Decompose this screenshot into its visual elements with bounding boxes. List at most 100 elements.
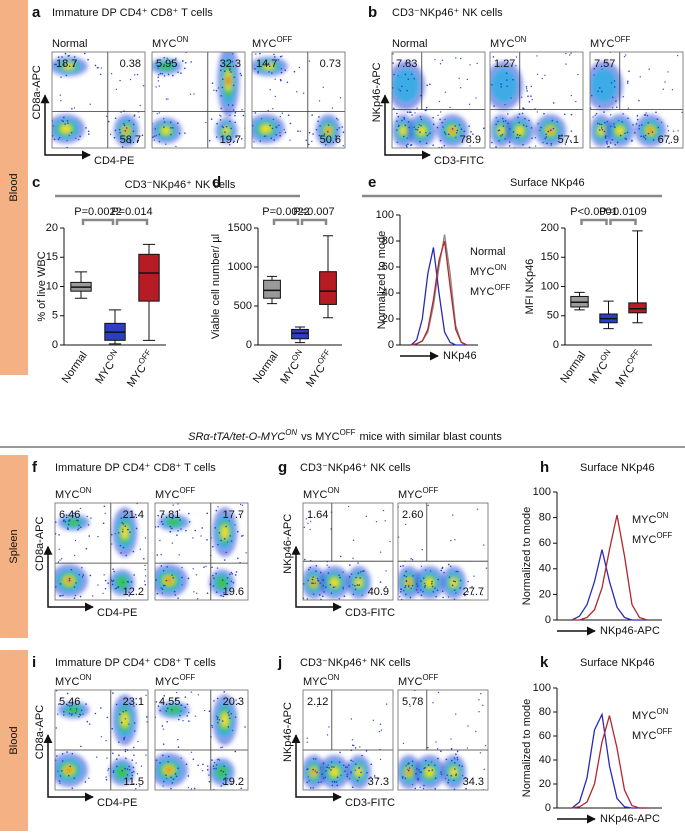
event-dot — [203, 566, 205, 568]
event-dot — [536, 73, 539, 76]
event-dot — [116, 681, 118, 683]
event-dot — [405, 593, 407, 596]
event-dot — [69, 705, 71, 707]
event-dot — [274, 95, 277, 98]
event-dot — [134, 74, 136, 76]
event-dot — [444, 133, 447, 135]
event-dot — [605, 141, 608, 144]
event-dot — [175, 775, 178, 778]
event-dot — [401, 776, 404, 778]
event-dot — [644, 138, 647, 140]
event-dot — [57, 561, 60, 563]
event-dot — [427, 504, 429, 507]
event-dot — [636, 115, 639, 117]
y-tick-label: 0 — [545, 614, 551, 626]
event-dot — [575, 100, 577, 103]
density-blob — [263, 63, 275, 70]
density — [490, 61, 567, 148]
event-dot — [515, 56, 518, 58]
flow-plot — [155, 503, 248, 600]
event-dot — [520, 96, 523, 98]
event-dot — [479, 752, 482, 754]
event-dot — [304, 558, 306, 561]
panel-letter: a — [32, 4, 41, 21]
event-dot — [472, 593, 475, 596]
label-text: MYC — [55, 676, 80, 688]
event-dot — [213, 761, 216, 764]
quadrant-value: 0.73 — [320, 58, 341, 70]
event-dot — [160, 553, 162, 556]
event-dot — [293, 70, 296, 73]
event-dot — [421, 549, 423, 551]
density-blob — [166, 578, 172, 584]
event-dot — [455, 131, 458, 134]
event-dot — [311, 582, 313, 584]
density-blob — [393, 69, 419, 103]
label: MYCOFF — [590, 35, 630, 50]
event-dot — [361, 594, 363, 597]
event-dot — [577, 73, 579, 76]
label: MYCON — [584, 347, 618, 386]
label: Normal — [470, 246, 505, 258]
whisker-high — [322, 235, 334, 272]
event-dot — [114, 533, 116, 535]
event-dot — [647, 132, 650, 135]
event-dot — [48, 128, 50, 130]
event-dot — [593, 67, 596, 70]
event-dot — [614, 49, 616, 51]
event-dot — [322, 579, 324, 581]
event-dot — [440, 569, 443, 572]
event-dot — [461, 765, 464, 767]
event-dot — [411, 559, 414, 561]
quadrant-value: 67.9 — [658, 134, 679, 146]
event-dot — [229, 573, 231, 576]
event-dot — [59, 595, 62, 597]
event-dot — [420, 118, 423, 121]
x-axis-label: CD3-FITC — [434, 155, 484, 167]
event-dot — [550, 144, 552, 146]
event-dot — [59, 94, 61, 96]
event-dot — [379, 723, 382, 726]
event-dot — [373, 775, 376, 777]
event-dot — [332, 586, 335, 589]
density-blob — [124, 128, 129, 134]
event-dot — [314, 582, 316, 585]
event-dot — [354, 747, 357, 749]
event-dot — [112, 771, 115, 774]
event-dot — [62, 714, 65, 716]
event-dot — [234, 750, 237, 753]
event-dot — [146, 721, 148, 723]
event-dot — [625, 138, 628, 141]
event-dot — [67, 55, 70, 57]
event-dot — [402, 565, 404, 567]
event-dot — [117, 586, 120, 588]
density-blob — [260, 124, 272, 134]
axis-arrow — [380, 94, 431, 160]
event-dot — [184, 706, 187, 709]
event-dot — [459, 87, 462, 89]
event-dot — [430, 582, 433, 585]
event-dot — [302, 92, 305, 94]
label-text: MYC — [303, 676, 328, 688]
event-dot — [333, 766, 335, 768]
event-dot — [279, 131, 281, 134]
panel-title: CD3⁻NKp46⁺ NK cells — [300, 462, 411, 474]
event-dot — [180, 757, 182, 759]
event-dot — [215, 136, 218, 138]
event-dot — [77, 519, 79, 522]
label-text: MYC — [490, 38, 515, 50]
event-dot — [215, 767, 217, 770]
event-dot — [476, 508, 479, 510]
density-blob — [221, 712, 229, 728]
event-dot — [57, 770, 59, 772]
event-dot — [232, 109, 235, 111]
event-dot — [357, 562, 359, 564]
event-dot — [405, 570, 408, 573]
event-dot — [676, 54, 679, 57]
event-dot — [300, 772, 302, 774]
event-dot — [431, 769, 434, 771]
event-dot — [73, 512, 75, 515]
event-dot — [163, 118, 165, 120]
event-dot — [231, 573, 234, 575]
event-dot — [414, 794, 416, 796]
